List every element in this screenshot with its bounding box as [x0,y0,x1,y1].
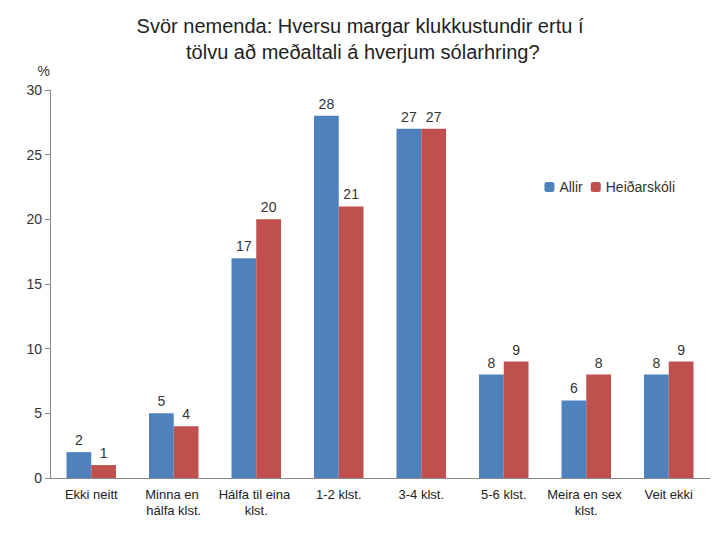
svg-text:Minna en: Minna en [145,487,202,502]
svg-text:5-6 klst.: 5-6 klst. [481,487,527,502]
svg-text:15: 15 [26,276,42,292]
svg-text:9: 9 [677,342,685,358]
svg-text:Hálfa til eina: Hálfa til eina [219,487,294,502]
svg-text:17: 17 [236,238,252,254]
svg-text:tölvu að meðaltali á hverjum s: tölvu að meðaltali á hverjum sólarhring? [180,41,539,63]
svg-text:8: 8 [652,355,660,371]
svg-text:hálfa klst.: hálfa klst. [146,503,201,518]
svg-text:25: 25 [26,147,42,163]
svg-text:27: 27 [426,109,442,125]
svg-text:0: 0 [34,470,42,486]
svg-text:27: 27 [401,109,417,125]
svg-text:8: 8 [595,355,603,371]
svg-text:9: 9 [512,342,520,358]
svg-text:20: 20 [261,199,277,215]
svg-text:Svör nemenda: Hversu margar kl: Svör nemenda: Hversu margar klukkustundi… [137,15,584,37]
svg-text:3-4 klst.: 3-4 klst. [398,487,444,502]
svg-text:20: 20 [26,211,42,227]
svg-text:1: 1 [100,445,108,461]
svg-text:Allir: Allir [559,179,583,195]
svg-text:28: 28 [319,96,335,112]
svg-text:Heiðarskóli: Heiðarskóli [606,179,675,195]
svg-text:2: 2 [75,432,83,448]
svg-text:5: 5 [157,393,165,409]
svg-text:klst.: klst. [245,503,268,518]
svg-text:6: 6 [570,380,578,396]
svg-text:30: 30 [26,82,42,98]
svg-text:Ekki neitt: Ekki neitt [65,487,118,502]
svg-text:8: 8 [487,355,495,371]
svg-text:Veit ekki: Veit ekki [645,487,694,502]
svg-text:4: 4 [182,406,190,422]
svg-text:10: 10 [26,341,42,357]
svg-text:klst.: klst. [575,503,598,518]
svg-text:%: % [38,63,50,79]
svg-text:Meira en sex: Meira en sex [547,487,625,502]
svg-text:5: 5 [34,405,42,421]
svg-text:1-2 klst.: 1-2 klst. [316,487,362,502]
svg-text:21: 21 [343,186,359,202]
